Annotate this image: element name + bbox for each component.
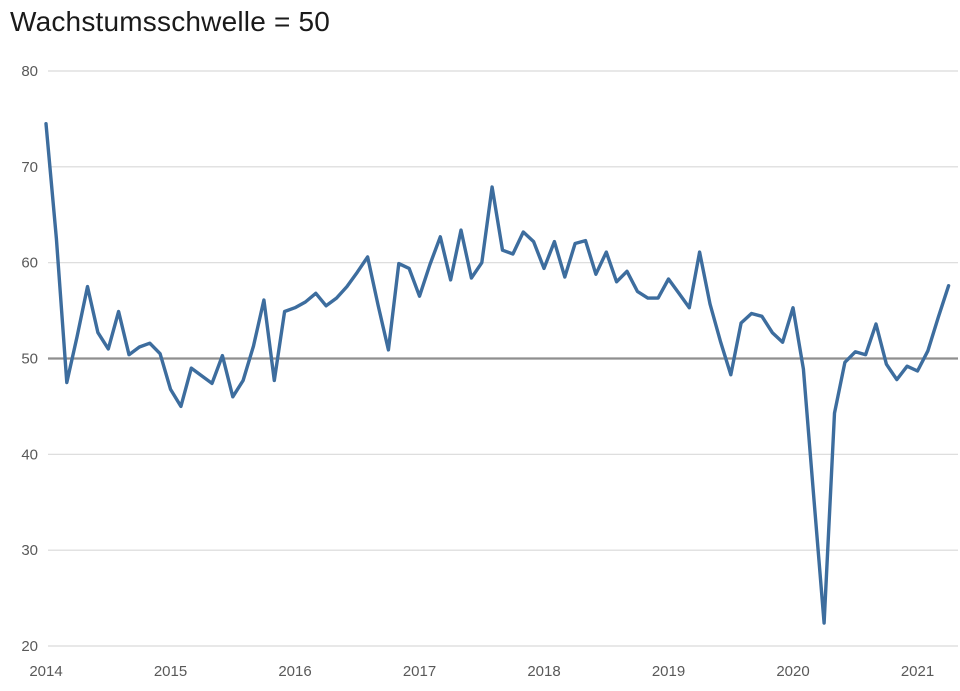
data-line-index <box>44 121 951 625</box>
x-tick-label-2021: 2021 <box>901 663 934 680</box>
x-tick-label-2019: 2019 <box>652 663 685 680</box>
y-tick-label-80: 80 <box>21 63 38 80</box>
x-tick-label-2016: 2016 <box>278 663 311 680</box>
x-tick-label-2018: 2018 <box>527 663 560 680</box>
x-tick-label-2014: 2014 <box>29 663 62 680</box>
y-tick-label-50: 50 <box>21 350 38 367</box>
x-tick-label-2015: 2015 <box>154 663 187 680</box>
x-axis-labels: 2014 2015 2016 2017 2018 2019 2020 2021 <box>29 663 934 680</box>
y-tick-label-70: 70 <box>21 159 38 176</box>
x-tick-label-2017: 2017 <box>403 663 436 680</box>
y-tick-label-60: 60 <box>21 255 38 272</box>
y-axis-labels: 20 30 40 50 60 70 80 <box>21 63 38 655</box>
y-tick-label-20: 20 <box>21 638 38 655</box>
y-tick-label-30: 30 <box>21 542 38 559</box>
gridlines-group <box>48 70 958 647</box>
x-tick-label-2020: 2020 <box>776 663 809 680</box>
data-series-group <box>44 121 951 625</box>
y-tick-label-40: 40 <box>21 446 38 463</box>
chart-title: Wachstumsschwelle = 50 <box>10 6 331 37</box>
